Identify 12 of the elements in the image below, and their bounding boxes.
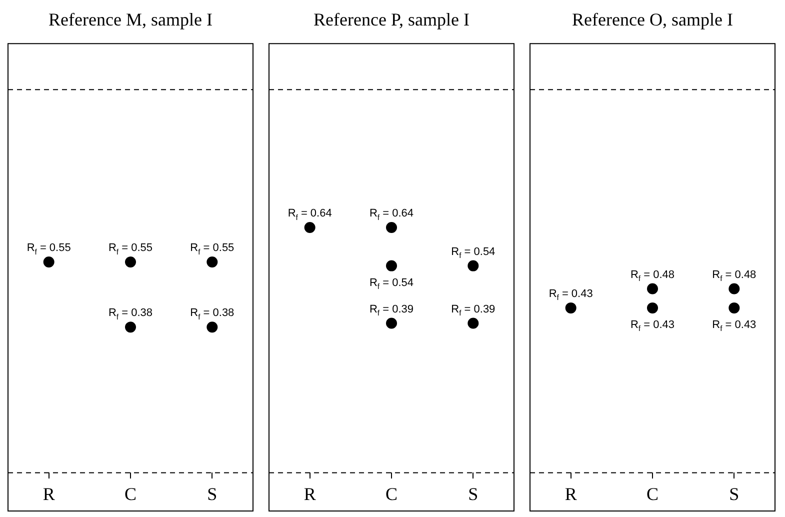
x-tick-label: C [124, 484, 137, 504]
x-tick-label: S [468, 484, 478, 504]
x-tick-label: C [646, 484, 659, 504]
chart-title: Reference O, sample I [572, 10, 733, 30]
x-tick-label: R [304, 484, 316, 504]
x-tick-label: C [385, 484, 398, 504]
x-tick-label: S [729, 484, 740, 504]
x-tick-label: R [564, 484, 577, 504]
x-tick-label: S [207, 484, 218, 504]
chart-title: Reference M, sample I [48, 10, 212, 30]
chart-title: Reference P, sample I [314, 10, 470, 30]
x-tick-label: R [42, 484, 55, 504]
